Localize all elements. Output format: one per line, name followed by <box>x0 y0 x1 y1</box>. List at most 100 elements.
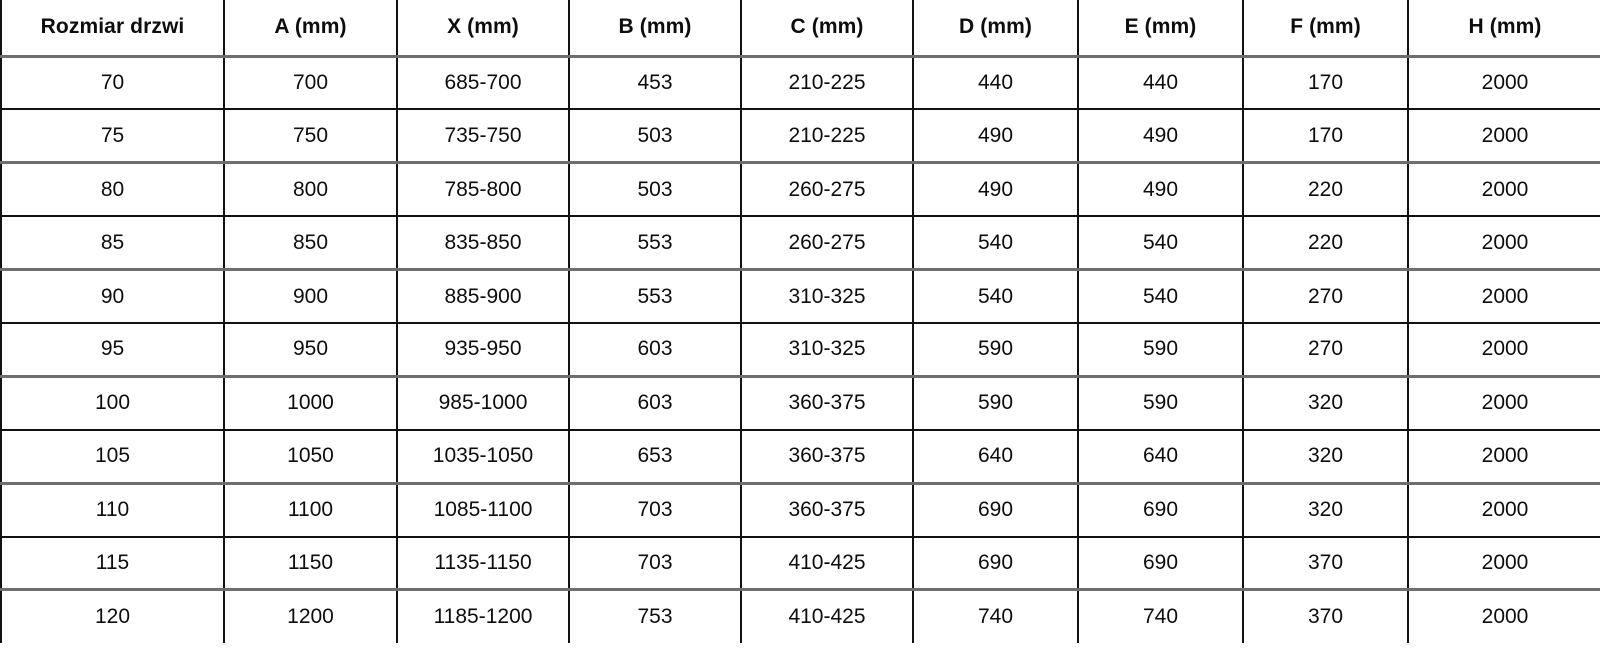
table-row: 80 800 785-800 503 260-275 490 490 220 2… <box>0 162 1600 218</box>
cell-f: 370 <box>1242 589 1408 644</box>
cell-c: 210-225 <box>740 109 913 165</box>
cell-h: 2000 <box>1407 56 1600 111</box>
cell-f: 170 <box>1242 56 1408 111</box>
cell-size: 105 <box>0 429 224 485</box>
cell-f: 270 <box>1242 322 1408 378</box>
cell-b: 703 <box>568 483 741 538</box>
cell-a: 1200 <box>223 589 397 644</box>
cell-size: 80 <box>0 162 224 218</box>
cell-d: 440 <box>912 56 1078 111</box>
cell-x: 685-700 <box>396 56 569 111</box>
cell-f: 220 <box>1242 162 1408 218</box>
table-row: 110 1100 1085-1100 703 360-375 690 690 3… <box>0 483 1600 538</box>
cell-e: 440 <box>1077 56 1243 111</box>
cell-c: 260-275 <box>740 216 913 272</box>
cell-e: 540 <box>1077 216 1243 272</box>
cell-x: 1135-1150 <box>396 536 569 592</box>
cell-c: 410-425 <box>740 589 913 644</box>
cell-f: 320 <box>1242 429 1408 485</box>
cell-a: 1150 <box>223 536 397 592</box>
cell-f: 220 <box>1242 216 1408 272</box>
cell-x: 1035-1050 <box>396 429 569 485</box>
cell-e: 590 <box>1077 376 1243 431</box>
cell-e: 640 <box>1077 429 1243 485</box>
cell-size: 95 <box>0 322 224 378</box>
cell-e: 690 <box>1077 483 1243 538</box>
cell-b: 453 <box>568 56 741 111</box>
cell-b: 603 <box>568 376 741 431</box>
cell-c: 310-325 <box>740 322 913 378</box>
cell-h: 2000 <box>1407 483 1600 538</box>
cell-size: 70 <box>0 56 224 111</box>
table-row: 100 1000 985-1000 603 360-375 590 590 32… <box>0 376 1600 431</box>
cell-x: 1185-1200 <box>396 589 569 644</box>
cell-b: 653 <box>568 429 741 485</box>
column-header-h: H (mm) <box>1407 0 1600 58</box>
table-body: 70 700 685-700 453 210-225 440 440 170 2… <box>0 56 1600 644</box>
cell-h: 2000 <box>1407 162 1600 218</box>
cell-a: 1050 <box>223 429 397 485</box>
cell-size: 120 <box>0 589 224 644</box>
cell-a: 950 <box>223 322 397 378</box>
cell-f: 370 <box>1242 536 1408 592</box>
cell-e: 490 <box>1077 162 1243 218</box>
cell-b: 553 <box>568 216 741 272</box>
cell-e: 590 <box>1077 322 1243 378</box>
cell-h: 2000 <box>1407 216 1600 272</box>
column-header-f: F (mm) <box>1242 0 1408 58</box>
cell-c: 210-225 <box>740 56 913 111</box>
table-row: 90 900 885-900 553 310-325 540 540 270 2… <box>0 269 1600 324</box>
cell-e: 740 <box>1077 589 1243 644</box>
cell-e: 540 <box>1077 269 1243 324</box>
table-row: 115 1150 1135-1150 703 410-425 690 690 3… <box>0 536 1600 592</box>
cell-c: 310-325 <box>740 269 913 324</box>
cell-a: 800 <box>223 162 397 218</box>
column-header-a: A (mm) <box>223 0 397 58</box>
cell-d: 740 <box>912 589 1078 644</box>
cell-a: 1000 <box>223 376 397 431</box>
cell-a: 850 <box>223 216 397 272</box>
cell-b: 753 <box>568 589 741 644</box>
cell-x: 985-1000 <box>396 376 569 431</box>
column-header-size: Rozmiar drzwi <box>0 0 224 58</box>
cell-b: 503 <box>568 109 741 165</box>
cell-b: 553 <box>568 269 741 324</box>
table-header: Rozmiar drzwi A (mm) X (mm) B (mm) C (mm… <box>0 0 1600 58</box>
cell-size: 100 <box>0 376 224 431</box>
cell-x: 835-850 <box>396 216 569 272</box>
cell-f: 320 <box>1242 483 1408 538</box>
cell-size: 115 <box>0 536 224 592</box>
cell-size: 75 <box>0 109 224 165</box>
cell-a: 700 <box>223 56 397 111</box>
cell-f: 270 <box>1242 269 1408 324</box>
cell-a: 900 <box>223 269 397 324</box>
cell-b: 603 <box>568 322 741 378</box>
cell-c: 360-375 <box>740 429 913 485</box>
column-header-d: D (mm) <box>912 0 1078 58</box>
cell-d: 690 <box>912 536 1078 592</box>
cell-c: 260-275 <box>740 162 913 218</box>
cell-x: 1085-1100 <box>396 483 569 538</box>
cell-a: 750 <box>223 109 397 165</box>
cell-d: 490 <box>912 162 1078 218</box>
cell-c: 360-375 <box>740 376 913 431</box>
cell-b: 703 <box>568 536 741 592</box>
cell-h: 2000 <box>1407 109 1600 165</box>
cell-d: 590 <box>912 376 1078 431</box>
column-header-e: E (mm) <box>1077 0 1243 58</box>
cell-d: 490 <box>912 109 1078 165</box>
cell-x: 885-900 <box>396 269 569 324</box>
table-row: 105 1050 1035-1050 653 360-375 640 640 3… <box>0 429 1600 485</box>
cell-h: 2000 <box>1407 589 1600 644</box>
cell-x: 935-950 <box>396 322 569 378</box>
column-header-b: B (mm) <box>568 0 741 58</box>
cell-size: 90 <box>0 269 224 324</box>
table-row: 120 1200 1185-1200 753 410-425 740 740 3… <box>0 589 1600 644</box>
cell-c: 410-425 <box>740 536 913 592</box>
table-row: 70 700 685-700 453 210-225 440 440 170 2… <box>0 56 1600 111</box>
cell-d: 640 <box>912 429 1078 485</box>
table-row: 95 950 935-950 603 310-325 590 590 270 2… <box>0 322 1600 378</box>
table-row: 85 850 835-850 553 260-275 540 540 220 2… <box>0 216 1600 272</box>
cell-d: 540 <box>912 269 1078 324</box>
